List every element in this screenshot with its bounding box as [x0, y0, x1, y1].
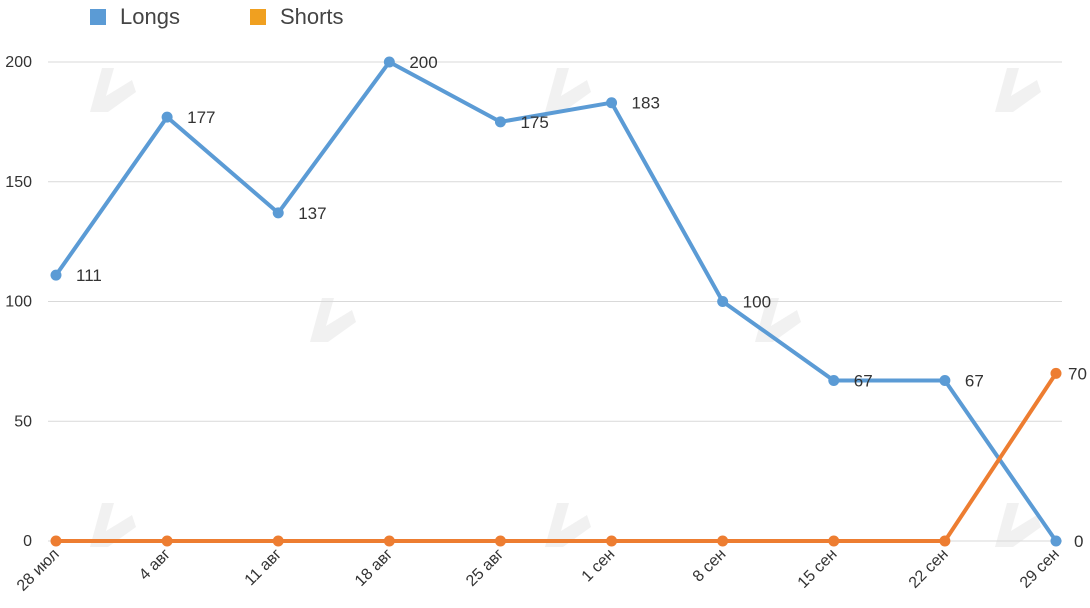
data-point-longs — [828, 375, 840, 387]
data-label-longs: 111 — [76, 266, 102, 285]
legend-swatch-shorts — [249, 9, 266, 25]
data-point-longs — [50, 269, 62, 281]
data-label-longs: 183 — [632, 94, 660, 113]
legend-swatch-longs — [90, 9, 106, 25]
x-tick-label: 29 сен — [1017, 546, 1063, 592]
y-tick-label: 0 — [23, 533, 32, 550]
data-label-longs: 0 — [1074, 532, 1083, 551]
x-tick-label: 11 авг — [242, 546, 285, 589]
gridlines — [48, 61, 1062, 542]
data-point-shorts — [828, 535, 840, 547]
legend-item-shorts: Shorts — [249, 4, 344, 30]
watermark-shape — [90, 68, 136, 112]
data-label-longs: 175 — [520, 113, 548, 132]
x-tick-label: 8 сен — [690, 546, 730, 586]
data-label-longs: 67 — [965, 372, 984, 391]
data-point-shorts — [606, 535, 618, 547]
data-point-longs — [939, 375, 951, 387]
x-axis: 28 июл 4 авг 11 авг 18 авг 25 авг 1 сен 8 сен 1… — [14, 546, 1063, 595]
series-lines — [54, 60, 1058, 543]
y-tick-label: 50 — [14, 413, 32, 430]
x-tick-label: 4 авг — [136, 546, 174, 584]
series-line-shorts — [56, 372, 1058, 543]
data-point-longs — [717, 296, 729, 307]
data-point-longs — [383, 56, 395, 68]
data-point-shorts — [1050, 367, 1062, 379]
data-labels: 111 177 137 200 175 183 100 67 67 0 70 — [76, 53, 1087, 551]
x-tick-label: 22 сен — [906, 546, 952, 592]
watermark-shape — [310, 298, 356, 342]
data-point-shorts — [717, 535, 729, 547]
data-point-shorts — [272, 535, 284, 547]
data-label-longs: 67 — [854, 372, 873, 391]
legend: Longs Shorts — [90, 4, 344, 30]
data-point-longs — [494, 116, 506, 128]
x-tick-label: 1 сен — [579, 546, 619, 586]
data-point-shorts — [50, 535, 62, 547]
x-tick-label: 28 июл — [14, 546, 63, 595]
legend-label-shorts: Shorts — [279, 4, 344, 29]
data-point-shorts — [494, 535, 506, 547]
watermark-shape — [545, 503, 591, 547]
watermark-shape — [995, 68, 1041, 112]
y-axis: 0 50 100 150 200 — [5, 54, 32, 550]
y-tick-label: 200 — [5, 54, 32, 71]
data-point-longs — [272, 207, 284, 219]
data-label-longs: 137 — [298, 204, 326, 223]
watermark-shape — [545, 68, 591, 112]
legend-label-longs: Longs — [120, 4, 180, 29]
y-tick-label: 150 — [5, 174, 32, 191]
data-label-shorts: 70 — [1068, 364, 1087, 383]
series-line-longs — [54, 60, 1058, 543]
y-tick-label: 100 — [5, 294, 32, 311]
data-label-longs: 200 — [409, 53, 437, 72]
legend-item-longs: Longs — [90, 4, 180, 30]
watermark-shape — [90, 503, 136, 547]
x-tick-label: 25 авг — [463, 546, 507, 590]
data-point-longs — [606, 97, 618, 109]
watermark-layer — [90, 68, 1041, 547]
data-point-shorts — [939, 535, 951, 547]
watermark-shape — [995, 503, 1041, 547]
data-point-longs — [1050, 535, 1062, 547]
x-tick-label: 18 авг — [352, 546, 396, 590]
data-point-longs — [161, 111, 173, 123]
series-points — [50, 56, 1062, 547]
data-label-longs: 100 — [743, 293, 771, 312]
data-point-shorts — [161, 535, 173, 547]
x-tick-label: 15 сен — [795, 546, 841, 592]
data-label-longs: 177 — [187, 108, 215, 127]
data-point-shorts — [383, 535, 395, 547]
